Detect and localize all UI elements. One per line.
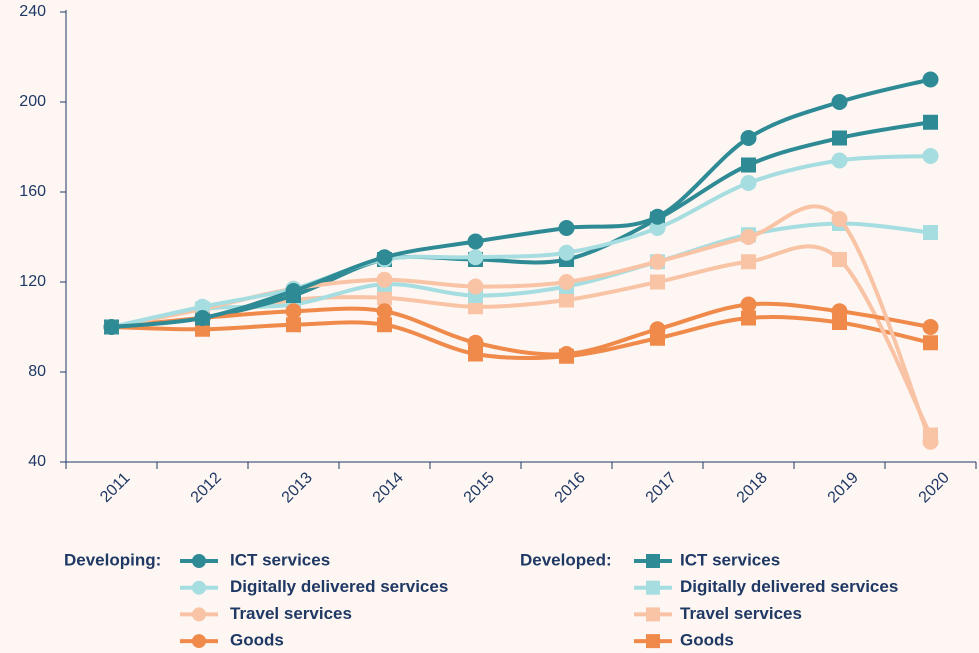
x-tick-label: 2018 [734,469,771,506]
x-tick-label: 2014 [370,469,407,506]
marker [467,233,484,250]
series-line [111,301,931,357]
marker [194,310,211,326]
series-line [111,154,931,329]
marker [103,319,120,335]
legend-marker [646,554,660,568]
legend-label: ICT services [680,550,780,569]
marker [649,253,666,270]
marker [923,335,938,351]
series-line [111,244,933,436]
marker [377,317,392,333]
marker [922,319,939,335]
y-tick-label: 240 [19,3,46,20]
series-line [111,315,931,361]
x-tick-label: 2020 [916,469,953,506]
legend-marker [646,580,660,595]
marker [740,229,757,245]
legend-label: Travel services [680,604,802,623]
marker [923,114,938,130]
x-tick-label: 2013 [279,469,316,506]
marker [832,130,847,146]
x-tick-label: 2011 [97,470,133,506]
marker [740,296,757,313]
legend-group-label: Developing: [64,550,161,569]
marker [194,298,211,315]
series-line [111,120,931,329]
marker [376,271,393,288]
marker [741,157,756,173]
marker [831,303,848,320]
marker [649,321,666,338]
legend-label: Travel services [230,604,352,623]
marker [740,130,757,146]
x-tick-label: 2016 [552,469,589,506]
marker [286,317,301,333]
legend-label: Goods [680,631,734,650]
x-tick-label: 2012 [188,469,225,506]
marker [285,303,302,320]
y-tick-label: 40 [28,453,46,470]
marker [650,274,665,290]
y-tick-label: 160 [19,183,46,200]
legend-marker [192,607,206,622]
marker [285,283,302,299]
marker [468,346,483,362]
x-tick-label: 2015 [461,469,498,506]
marker [831,94,848,110]
y-tick-label: 200 [19,93,46,110]
legend-label: Goods [230,631,284,650]
marker [558,346,575,362]
y-tick-label: 120 [19,273,46,290]
marker [649,220,666,236]
marker [376,249,393,266]
marker [922,433,939,450]
marker [831,211,848,227]
marker [741,310,756,326]
marker [558,274,575,290]
legend-marker [646,607,660,622]
marker [558,220,575,236]
marker [923,225,938,240]
legend-label: Digitally delivered services [230,577,448,596]
marker [922,148,939,164]
marker [649,208,666,225]
legend-marker [192,580,206,595]
marker [377,290,392,306]
marker [559,292,574,308]
marker [558,244,575,261]
marker [831,152,848,169]
x-tick-label: 2017 [643,469,680,506]
legend-marker [192,554,206,568]
x-tick-label: 2019 [825,469,862,506]
legend-marker [192,634,206,649]
marker [467,249,484,266]
legend-marker [646,634,660,649]
y-tick-label: 80 [28,363,46,380]
marker [832,252,847,267]
legend-group-label: Developed: [520,550,612,569]
marker [832,315,847,330]
marker [376,303,393,320]
marker [467,278,484,295]
series-line [111,204,933,443]
legend-label: ICT services [230,550,330,569]
marker [740,175,757,191]
marker [741,254,756,270]
marker [922,71,939,88]
marker [467,334,484,351]
series-line [111,77,931,329]
legend-label: Digitally delivered services [680,577,898,596]
